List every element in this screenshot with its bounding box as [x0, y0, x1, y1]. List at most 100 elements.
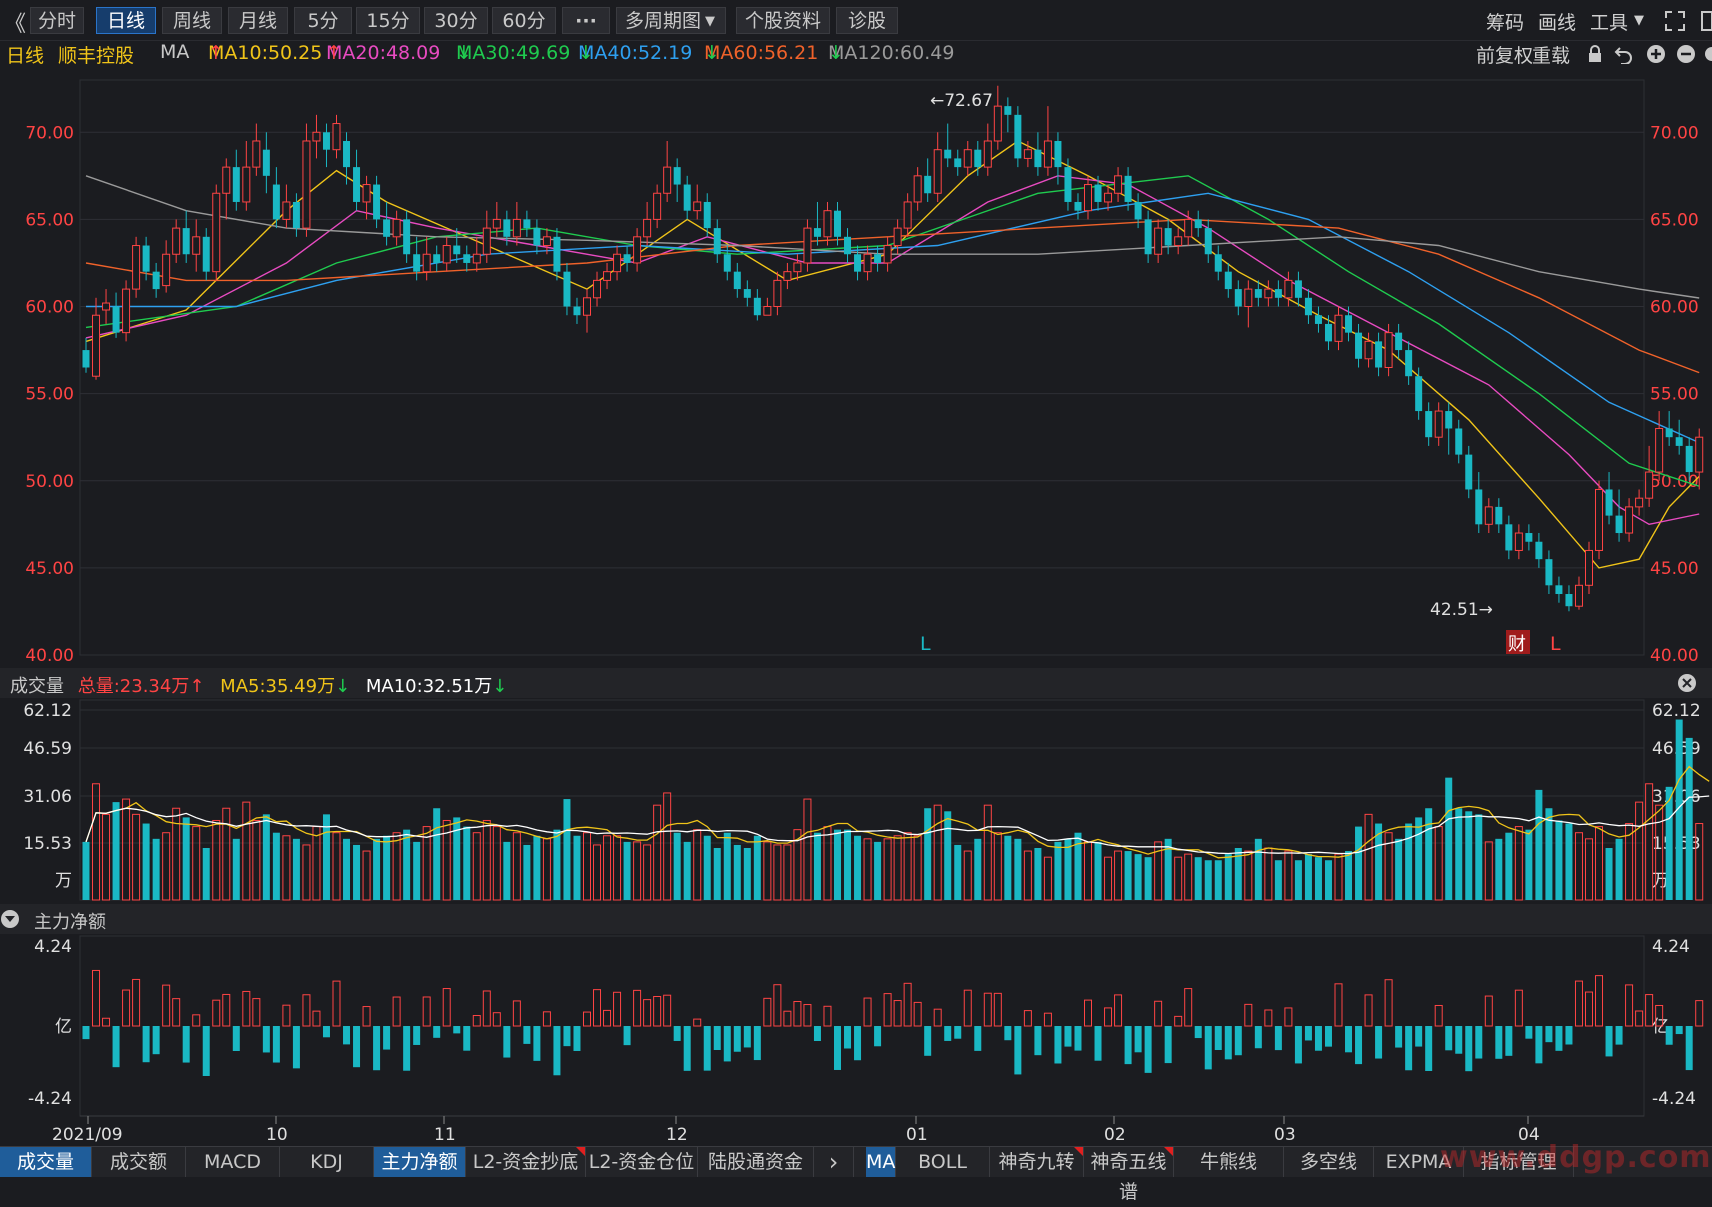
collapse-left-icon[interactable]: 《 [4, 12, 27, 37]
flow-title[interactable]: 主力净额 [34, 912, 106, 933]
volume-bar [1034, 848, 1042, 900]
volume-bar [944, 811, 952, 900]
flow-bar [1405, 1026, 1413, 1071]
stock-profile-button[interactable]: 个股资料 [736, 7, 830, 34]
volume-ma-lines [85, 765, 1710, 859]
zoom-in-icon[interactable] [1646, 44, 1666, 64]
flow-bar [533, 1026, 541, 1061]
candle-body [1164, 228, 1172, 246]
tab-11[interactable]: 神奇五线谱 [1084, 1147, 1174, 1203]
volume-title[interactable]: 成交量 [10, 676, 64, 697]
tab-15[interactable]: 指标管理 [1464, 1147, 1574, 1177]
volume-ma10: MA10:32.51万 [365, 676, 493, 697]
more-periods-button[interactable]: ··· [562, 7, 610, 34]
tools-button[interactable]: 工具 [1590, 12, 1629, 34]
candle-body [1395, 332, 1403, 351]
tab-8[interactable]: MA [866, 1147, 896, 1177]
price-grid [80, 131, 1644, 656]
reload-button[interactable]: 重载 [1532, 45, 1571, 67]
candle-body [1495, 506, 1503, 525]
volume-bar [653, 804, 662, 901]
flow-bar [332, 980, 341, 1027]
flow-bar [312, 1010, 321, 1027]
tab-fenshi[interactable]: 分时 [30, 7, 84, 34]
candle-body [854, 254, 862, 272]
flow-bar [202, 1026, 210, 1076]
tab-5[interactable]: L2-资金抄底 [466, 1147, 586, 1177]
candle-body [834, 210, 841, 237]
flow-bar [1555, 1026, 1563, 1051]
multi-period-dropdown[interactable]: 多周期图 ▼ [616, 7, 726, 34]
flow-bar [1395, 1026, 1403, 1048]
settings-icon[interactable] [1700, 10, 1712, 32]
tab-9[interactable]: BOLL [896, 1147, 990, 1177]
tab-3[interactable]: KDJ [280, 1147, 374, 1177]
draw-button[interactable]: 画线 [1538, 12, 1577, 34]
tab-15min[interactable]: 15分 [356, 7, 420, 34]
marker-l[interactable]: L [920, 633, 931, 655]
undo-icon[interactable] [1614, 44, 1634, 64]
tab-12[interactable]: 牛熊线 [1174, 1147, 1284, 1177]
ma-value-text: MA20:48.09 [326, 42, 441, 64]
tab-10[interactable]: 神奇九转 [990, 1147, 1084, 1177]
volume-bar [633, 841, 642, 901]
tab-7[interactable]: 陆股通资金 [698, 1147, 814, 1177]
flow-bar [162, 984, 171, 1027]
flow-bar [1004, 1026, 1012, 1041]
date-label: 12 [666, 1125, 688, 1145]
candle-body [913, 175, 922, 203]
candle-body [442, 245, 451, 264]
tab-5min[interactable]: 5分 [294, 7, 352, 34]
candle-body [553, 236, 561, 272]
marker-l-red[interactable]: L [1550, 633, 1561, 655]
stock-name[interactable]: 顺丰控股 [58, 45, 135, 67]
tab-label: 牛熊线 [1199, 1151, 1257, 1173]
fullscreen-icon[interactable] [1664, 10, 1686, 32]
tab-0[interactable]: 成交量 [0, 1147, 92, 1177]
volume-bar [1455, 808, 1463, 900]
volume-tick: 62.12 [23, 701, 72, 721]
candle-body [343, 140, 351, 168]
candle-body [182, 228, 190, 255]
tab-2[interactable]: MACD [186, 1147, 280, 1177]
tab-13[interactable]: 多空线 [1284, 1147, 1374, 1177]
tab-1[interactable]: 成交额 [92, 1147, 186, 1177]
flow-bar [703, 1026, 711, 1071]
volume-bar [1585, 838, 1593, 901]
volume-bar [1184, 853, 1193, 901]
volume-bar [753, 835, 761, 900]
indicator-name[interactable]: MA [160, 41, 190, 63]
zoom-out-icon[interactable] [1676, 44, 1696, 64]
volume-tick: 31.06 [23, 787, 72, 807]
candle-body [823, 210, 832, 238]
tab-daily[interactable]: 日线 [96, 7, 156, 34]
volume-bar [282, 835, 291, 901]
more-icon[interactable] [1704, 44, 1712, 64]
tab-14[interactable]: EXPMA [1374, 1147, 1464, 1177]
lock-icon[interactable] [1586, 44, 1604, 64]
tab-6[interactable]: L2-资金仓位 [586, 1147, 698, 1177]
chips-button[interactable]: 筹码 [1486, 12, 1525, 34]
flow-bar [1134, 1026, 1142, 1053]
flow-bar [1525, 1026, 1533, 1039]
adjust-button[interactable]: 前复权 [1476, 45, 1534, 67]
tab-60min[interactable]: 60分 [492, 7, 556, 34]
tab-weekly[interactable]: 周线 [162, 7, 222, 34]
candle-body [222, 166, 231, 194]
candle-body [262, 149, 270, 176]
tab-monthly[interactable]: 月线 [228, 7, 288, 34]
tab-30min[interactable]: 30分 [424, 7, 488, 34]
tab-4[interactable]: 主力净额 [374, 1147, 466, 1177]
flow-bar [693, 1018, 702, 1027]
earnings-marker[interactable]: 财 [1508, 634, 1526, 655]
volume-bar [122, 798, 131, 901]
flow-bar [353, 1026, 361, 1068]
flow-bar [1094, 1026, 1102, 1061]
kline-chart[interactable]: 70.00 65.00 60.00 55.00 50.00 45.00 40.00 70.0… [0, 0, 1712, 1146]
volume-bar [472, 832, 481, 901]
up-arrow-icon: ↑ [208, 42, 224, 64]
candle-body [844, 236, 852, 255]
flow-bar [1675, 1026, 1683, 1035]
diagnosis-button[interactable]: 诊股 [836, 7, 898, 34]
tabs-next-icon[interactable]: › [814, 1147, 854, 1177]
